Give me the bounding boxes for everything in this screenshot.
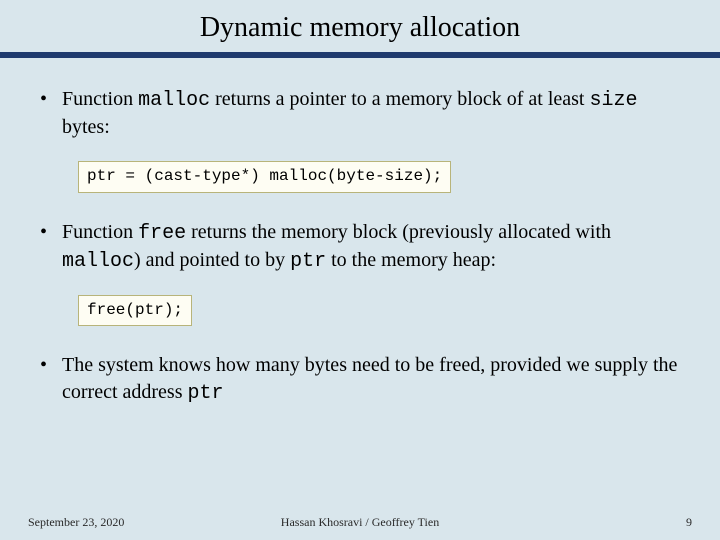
text-span: Function — [62, 221, 138, 243]
slide-content: • Function malloc returns a pointer to a… — [0, 58, 720, 407]
footer-date: September 23, 2020 — [28, 515, 124, 530]
text-span: bytes: — [62, 116, 110, 138]
bullet-dot: • — [40, 86, 62, 141]
bullet-item: • Function free returns the memory block… — [40, 219, 680, 275]
code-span: malloc — [138, 89, 210, 112]
code-span: ptr — [188, 382, 224, 405]
slide-footer: September 23, 2020 Hassan Khosravi / Geo… — [0, 515, 720, 530]
bullet-dot: • — [40, 352, 62, 407]
code-span: ptr — [290, 250, 326, 273]
text-span: The system knows how many bytes need to … — [62, 354, 677, 403]
slide-title: Dynamic memory allocation — [0, 12, 720, 44]
text-span: to the memory heap: — [326, 249, 496, 271]
text-span: Function — [62, 88, 138, 110]
footer-page: 9 — [686, 515, 692, 530]
text-span: returns the memory block (previously all… — [186, 221, 611, 243]
code-span: free — [138, 222, 186, 245]
code-span: malloc — [62, 250, 134, 273]
code-span: size — [589, 89, 637, 112]
bullet-dot: • — [40, 219, 62, 275]
title-area: Dynamic memory allocation — [0, 0, 720, 44]
bullet-text: The system knows how many bytes need to … — [62, 352, 680, 407]
code-block: free(ptr); — [78, 295, 192, 327]
bullet-item: • Function malloc returns a pointer to a… — [40, 86, 680, 141]
footer-authors: Hassan Khosravi / Geoffrey Tien — [281, 515, 439, 530]
code-block: ptr = (cast-type*) malloc(byte-size); — [78, 161, 451, 193]
bullet-text: Function free returns the memory block (… — [62, 219, 680, 275]
bullet-text: Function malloc returns a pointer to a m… — [62, 86, 680, 141]
bullet-item: • The system knows how many bytes need t… — [40, 352, 680, 407]
text-span: ) and pointed to by — [134, 249, 290, 271]
text-span: returns a pointer to a memory block of a… — [210, 88, 589, 110]
